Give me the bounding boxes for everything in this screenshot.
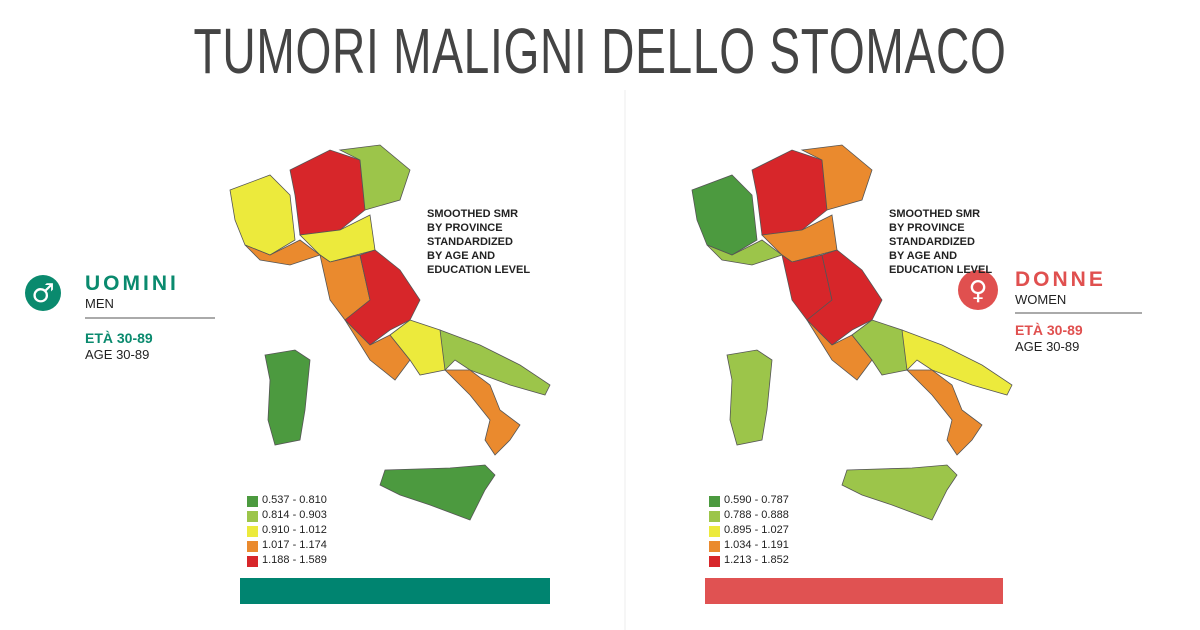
note-line: STANDARDIZED: [427, 236, 513, 248]
note-line: EDUCATION LEVEL: [427, 264, 531, 276]
note-line: SMOOTHED SMR: [889, 208, 981, 220]
sex-label-en: WOMEN: [1015, 292, 1067, 307]
age-label-en: AGE 30-89: [85, 347, 150, 362]
age-label: ETÀ 30-89: [1015, 322, 1083, 338]
legend-swatch: [247, 496, 258, 507]
note-line: BY PROVINCE: [889, 222, 965, 234]
legend-swatch: [247, 526, 258, 537]
map-men: [229, 144, 551, 521]
title: TUMORI MALIGNI DELLO STOMACO: [193, 15, 1007, 87]
legend-label: 0.895 - 1.027: [724, 524, 789, 536]
note-line: SMOOTHED SMR: [427, 208, 519, 220]
legend-label: 0.788 - 0.888: [724, 509, 789, 521]
legend-swatch: [247, 541, 258, 552]
legend-swatch: [247, 556, 258, 567]
sex-label-en: MEN: [85, 296, 114, 311]
legend-swatch: [247, 511, 258, 522]
legend-swatch: [709, 511, 720, 522]
age-label-en: AGE 30-89: [1015, 339, 1080, 354]
color-bar: [705, 578, 1003, 604]
note-line: BY PROVINCE: [427, 222, 503, 234]
legend-label: 1.188 - 1.589: [262, 554, 327, 566]
male-icon: [25, 275, 61, 311]
male-symbol: ♂: [31, 279, 54, 309]
female-icon: [958, 270, 998, 310]
legend-label: 1.034 - 1.191: [724, 539, 789, 551]
note-line: BY AGE AND: [427, 250, 496, 262]
legend-swatch: [709, 496, 720, 507]
note-line: EDUCATION LEVEL: [889, 264, 993, 276]
sex-label: UOMINI: [85, 272, 179, 295]
age-label: ETÀ 30-89: [85, 330, 153, 346]
legend-label: 0.910 - 1.012: [262, 524, 327, 536]
legend-label: 0.814 - 0.903: [262, 509, 327, 521]
note-line: BY AGE AND: [889, 250, 958, 262]
legend-swatch: [709, 556, 720, 567]
sex-label: DONNE: [1015, 268, 1106, 291]
legend-label: 0.590 - 0.787: [724, 494, 789, 506]
note-line: STANDARDIZED: [889, 236, 975, 248]
legend-label: 0.537 - 0.810: [262, 494, 327, 506]
legend-label: 1.213 - 1.852: [724, 554, 789, 566]
color-bar: [240, 578, 550, 604]
map-women: [691, 144, 1013, 521]
legend-swatch: [709, 541, 720, 552]
female-symbol: ♀: [968, 276, 987, 306]
legend-label: 1.017 - 1.174: [262, 539, 327, 551]
legend-swatch: [709, 526, 720, 537]
